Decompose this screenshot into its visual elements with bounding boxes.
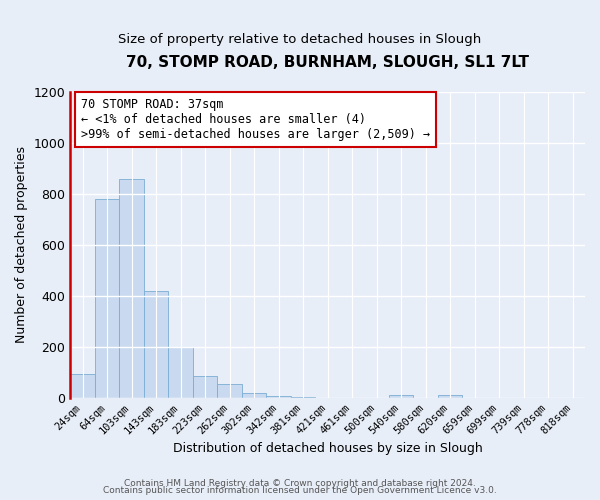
Bar xyxy=(169,347,193,398)
Text: Contains public sector information licensed under the Open Government Licence v3: Contains public sector information licen… xyxy=(103,486,497,495)
Bar xyxy=(70,374,95,398)
Title: 70, STOMP ROAD, BURNHAM, SLOUGH, SL1 7LT: 70, STOMP ROAD, BURNHAM, SLOUGH, SL1 7LT xyxy=(126,55,529,70)
Text: Size of property relative to detached houses in Slough: Size of property relative to detached ho… xyxy=(118,32,482,46)
Bar xyxy=(242,393,266,398)
Bar xyxy=(144,291,169,398)
Text: Contains HM Land Registry data © Crown copyright and database right 2024.: Contains HM Land Registry data © Crown c… xyxy=(124,478,476,488)
Bar xyxy=(266,396,291,398)
Bar xyxy=(95,199,119,398)
Bar xyxy=(217,384,242,398)
Text: 70 STOMP ROAD: 37sqm
← <1% of detached houses are smaller (4)
>99% of semi-detac: 70 STOMP ROAD: 37sqm ← <1% of detached h… xyxy=(80,98,430,141)
X-axis label: Distribution of detached houses by size in Slough: Distribution of detached houses by size … xyxy=(173,442,482,455)
Bar xyxy=(438,396,463,398)
Y-axis label: Number of detached properties: Number of detached properties xyxy=(15,146,28,344)
Bar xyxy=(389,396,413,398)
Bar xyxy=(193,376,217,398)
Bar xyxy=(119,178,144,398)
